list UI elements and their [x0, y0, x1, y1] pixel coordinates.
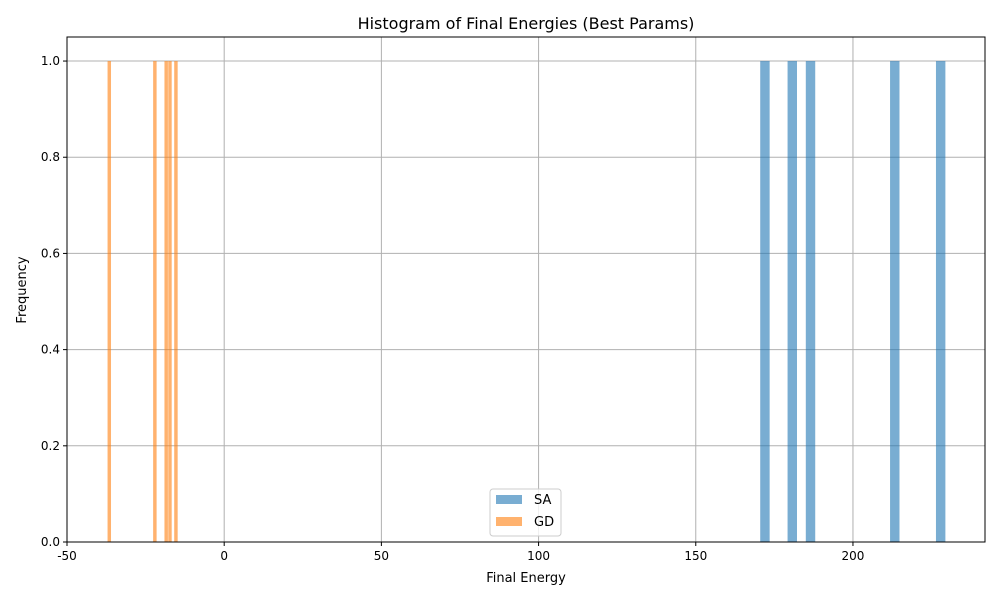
x-axis-label: Final Energy — [486, 571, 566, 586]
x-tick-label-1: 0 — [220, 549, 228, 563]
y-tick-label-5: 1.0 — [41, 54, 60, 68]
y-tick-label-4: 0.8 — [41, 150, 60, 164]
plot-area: -50 0 50 100 150 200 0.0 0.2 0.4 0.6 0.8 1.0 — [41, 36, 986, 563]
y-tick-label-0: 0.0 — [41, 535, 60, 549]
y-tick-label-3: 0.6 — [41, 246, 60, 260]
legend-swatch-sa — [496, 495, 522, 504]
x-tick-label-2: 50 — [374, 549, 389, 563]
bar-gd-0 — [107, 61, 112, 543]
grid — [66, 37, 985, 543]
bar-sa-1 — [787, 61, 797, 543]
x-tick-label-4: 150 — [684, 549, 707, 563]
bar-sa-0 — [760, 61, 770, 543]
x-tick-label-0: -50 — [57, 549, 77, 563]
legend-label-sa: SA — [534, 493, 551, 508]
y-tick-label-1: 0.2 — [41, 439, 60, 453]
x-tick-label-5: 200 — [842, 549, 865, 563]
bar-sa-2 — [805, 61, 816, 543]
y-tick-label-2: 0.4 — [41, 343, 60, 357]
bar-gd-1 — [153, 61, 157, 543]
bars — [107, 61, 946, 543]
bar-gd-3 — [168, 61, 172, 543]
legend-swatch-gd — [496, 517, 522, 526]
bar-gd-4 — [174, 61, 178, 543]
axes-frame — [66, 36, 986, 543]
bar-sa-4 — [935, 61, 946, 543]
legend-label-gd: GD — [534, 515, 554, 530]
bar-sa-3 — [890, 61, 900, 543]
y-ticks: 0.0 0.2 0.4 0.6 0.8 1.0 — [41, 54, 67, 549]
y-axis-label: Frequency — [15, 256, 30, 323]
bar-gd-2 — [164, 61, 168, 543]
legend: SA GD — [489, 488, 562, 537]
x-tick-label-3: 100 — [527, 549, 550, 563]
chart-title: Histogram of Final Energies (Best Params… — [358, 14, 695, 33]
x-ticks: -50 0 50 100 150 200 — [57, 542, 864, 563]
